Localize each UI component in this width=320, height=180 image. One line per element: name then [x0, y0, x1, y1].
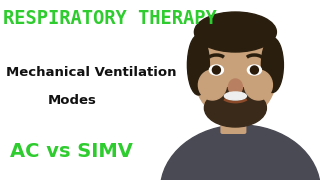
Circle shape — [250, 66, 259, 74]
Text: AC vs SIMV: AC vs SIMV — [10, 142, 132, 161]
FancyBboxPatch shape — [220, 100, 246, 134]
Ellipse shape — [244, 70, 272, 100]
Ellipse shape — [188, 35, 209, 95]
Ellipse shape — [247, 65, 261, 75]
Ellipse shape — [261, 37, 284, 93]
Text: RESPIRATORY THERAPY: RESPIRATORY THERAPY — [3, 9, 217, 28]
Ellipse shape — [194, 12, 276, 52]
Text: Modes: Modes — [48, 94, 97, 107]
Ellipse shape — [228, 79, 243, 95]
Ellipse shape — [215, 87, 255, 103]
Ellipse shape — [160, 125, 320, 180]
Ellipse shape — [209, 65, 223, 75]
Ellipse shape — [198, 70, 227, 100]
Text: Mechanical Ventilation: Mechanical Ventilation — [6, 66, 177, 78]
Ellipse shape — [224, 92, 246, 100]
Ellipse shape — [194, 30, 276, 120]
Ellipse shape — [204, 89, 266, 127]
Circle shape — [212, 66, 220, 74]
